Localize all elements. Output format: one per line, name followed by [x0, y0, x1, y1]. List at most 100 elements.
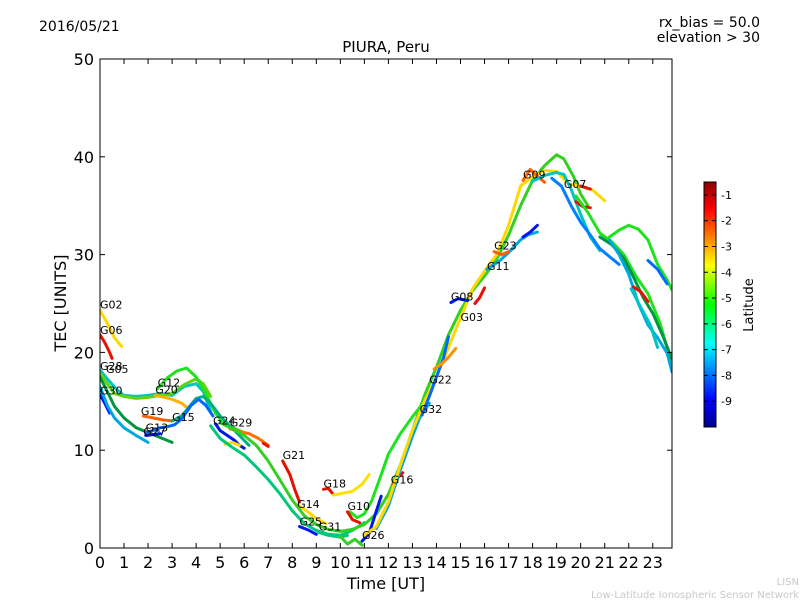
satellite-label: G24 [213, 415, 236, 428]
satellite-track-38 [492, 250, 511, 257]
satellite-track-0 [100, 308, 124, 348]
satellite-track-39 [521, 168, 547, 184]
colorbar-tick-label: -7 [721, 344, 732, 357]
x-tick-label: 2 [143, 553, 153, 572]
satellite-track-17 [209, 424, 366, 537]
satellite-label: G25 [299, 515, 322, 528]
satellite-label: G11 [487, 260, 510, 273]
colorbar-tick-label: -1 [721, 189, 732, 202]
y-tick-label: 40 [74, 148, 94, 167]
satellite-label: G13 [146, 422, 169, 435]
x-tick-label: 15 [450, 553, 470, 572]
x-tick-label: 16 [474, 553, 494, 572]
satellite-label: G06 [100, 324, 123, 337]
satellite-track-27 [338, 534, 364, 547]
satellite-track-37 [521, 223, 539, 239]
satellite-track-33 [432, 347, 458, 371]
colorbar-tick-label: -9 [721, 395, 732, 408]
satellite-label: G26 [362, 529, 385, 542]
satellite-track-4 [100, 375, 174, 444]
colorbar-tick-label: -4 [721, 266, 732, 279]
satellite-label: G29 [230, 417, 253, 430]
satellite-label: G20 [155, 383, 178, 396]
x-tick-label: 1 [119, 553, 129, 572]
satellite-track-28 [360, 494, 383, 543]
satellite-label: G10 [348, 500, 371, 513]
plot-frame [99, 58, 673, 549]
x-tick-label: 3 [167, 553, 177, 572]
x-tick-label: 0 [95, 553, 105, 572]
satellite-track-6 [100, 385, 150, 444]
x-tick-label: 21 [595, 553, 615, 572]
satellite-label: G22 [429, 374, 452, 387]
x-tick-label: 12 [378, 553, 398, 572]
satellite-label: G12 [158, 377, 181, 390]
watermark-network: Low-Latitude Ionospheric Sensor Network [591, 590, 799, 600]
satellite-track-5 [100, 393, 112, 415]
satellite-label: G23 [494, 240, 517, 253]
satellite-label: G05 [106, 363, 129, 376]
satellite-label: G16 [391, 473, 414, 486]
y-tick-label: 10 [74, 441, 94, 460]
series-layer [100, 153, 672, 547]
satellite-track-35 [449, 297, 470, 304]
satellite-track-32 [420, 335, 450, 417]
satellite-label: G21 [283, 449, 306, 462]
elevation-label: elevation > 30 [657, 30, 760, 46]
satellite-track-19 [281, 459, 301, 504]
y-tick-label: 50 [74, 50, 94, 69]
colorbar-tick-label: -2 [721, 215, 732, 228]
colorbar-tick-label: -6 [721, 318, 732, 331]
x-tick-label: 20 [570, 553, 590, 572]
satellite-track-31 [362, 169, 607, 537]
x-axis-ticks: 0 1 2 3 4 5 6 7 8 9 10 11 12 13 14 15 16 17 18 19 20 21 22 23 [95, 59, 663, 572]
satellite-track-43 [579, 184, 592, 191]
satellite-label: G09 [523, 168, 546, 181]
satellite-label: G19 [141, 405, 164, 418]
rx-bias-label: rx_bias = 50.0 [659, 15, 760, 31]
satellite-track-25 [298, 525, 318, 536]
satellite-track-8 [153, 393, 191, 411]
satellite-track-2 [100, 368, 213, 413]
satellite-label: G28 [100, 360, 123, 373]
satellite-track-23 [348, 399, 426, 520]
x-tick-label: 7 [263, 553, 273, 572]
satellite-track-41 [550, 176, 621, 266]
x-axis-label: Time [UT] [346, 574, 425, 593]
colorbar-ticks: -1 -2 -3 -4 -5 -6 -7 -8 -9 [704, 189, 732, 408]
x-tick-label: 5 [215, 553, 225, 572]
satellite-label: G32 [420, 403, 443, 416]
x-tick-label: 4 [191, 553, 201, 572]
satellite-track-50 [646, 259, 669, 286]
colorbar-label: Latitude [742, 278, 757, 332]
x-tick-label: 6 [239, 553, 249, 572]
x-tick-label: 22 [619, 553, 639, 572]
satellite-track-48 [629, 287, 660, 349]
satellite-label: G08 [451, 291, 474, 304]
satellite-track-12 [144, 432, 162, 437]
satellite-label: G30 [100, 384, 123, 397]
colorbar-tick-label: -8 [721, 369, 732, 382]
satellite-track-26 [317, 530, 349, 539]
colorbar-tick-label: -5 [721, 292, 732, 305]
satellite-label: G31 [319, 520, 342, 533]
satellite-track-44 [574, 194, 672, 367]
satellite-label: G14 [297, 498, 320, 511]
satellite-track-20 [298, 504, 328, 525]
satellite-track-1 [100, 333, 114, 360]
satellite-label: G18 [324, 477, 347, 490]
satellite-track-36 [485, 230, 539, 271]
satellite-track-22 [331, 473, 371, 497]
satellite-track-47 [608, 223, 672, 292]
y-axis-ticks: 0 10 20 30 40 50 [74, 50, 672, 558]
satellite-track-24 [346, 510, 362, 525]
x-tick-label: 8 [287, 553, 297, 572]
colorbar-tick-label: -3 [721, 240, 732, 253]
colorbar [703, 181, 717, 428]
x-tick-label: 13 [402, 553, 422, 572]
date-label: 2016/05/21 [39, 19, 120, 35]
x-tick-label: 18 [522, 553, 542, 572]
x-tick-label: 10 [330, 553, 350, 572]
